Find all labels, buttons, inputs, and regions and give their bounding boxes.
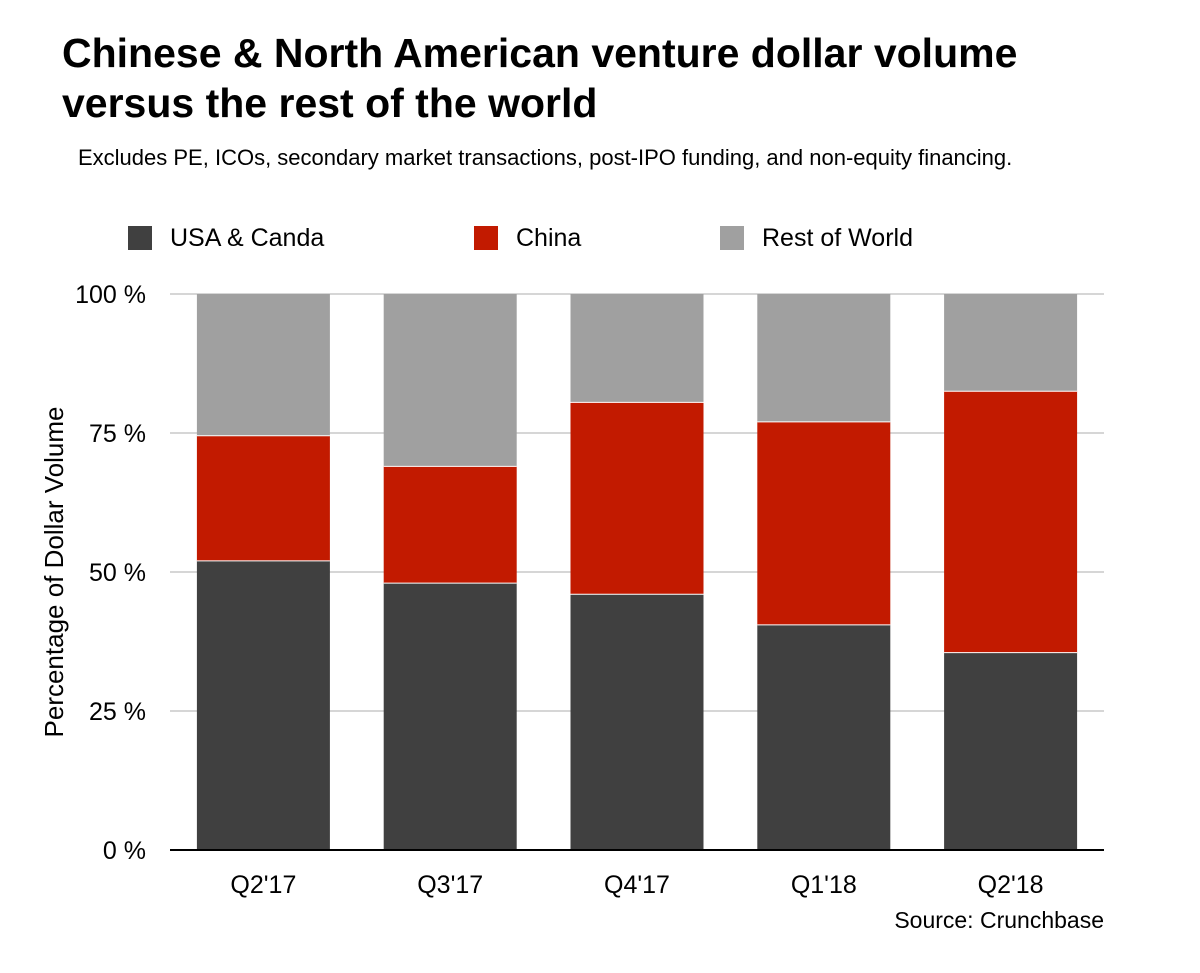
bar-segment-rest-of-world — [196, 294, 330, 436]
bar-segment-usa-canada — [944, 652, 1078, 850]
bar-segment-china — [196, 435, 330, 561]
source-note: Source: Crunchbase — [894, 907, 1104, 933]
y-tick-label: 75 % — [89, 420, 146, 448]
bar-segment-rest-of-world — [944, 294, 1078, 392]
legend-item-rest-of-world: Rest of World — [720, 224, 913, 252]
bar-segment-china — [944, 391, 1078, 653]
bar-segment-rest-of-world — [383, 294, 517, 467]
x-tick-label: Q4'17 — [604, 871, 670, 899]
chart-subtitle: Excludes PE, ICOs, secondary market tran… — [78, 145, 1013, 170]
x-tick-label: Q1'18 — [791, 871, 857, 899]
bar-segment-usa-canada — [570, 594, 704, 850]
x-tick-label: Q2'18 — [978, 871, 1044, 899]
legend-item-china: China — [474, 224, 581, 252]
legend-swatch-rest-of-world — [720, 226, 744, 250]
bars — [196, 294, 1078, 850]
legend-label-china: China — [516, 224, 582, 252]
y-axis-label: Percentage of Dollar Volume — [39, 407, 69, 738]
bar-segment-china — [570, 402, 704, 595]
bar-segment-rest-of-world — [757, 294, 891, 422]
bar-segment-usa-canada — [757, 624, 891, 850]
legend-swatch-china — [474, 226, 498, 250]
x-tick-label: Q3'17 — [417, 871, 483, 899]
legend-label-rest-of-world: Rest of World — [762, 224, 913, 252]
legend-swatch-usa-canada — [128, 226, 152, 250]
y-tick-label: 50 % — [89, 559, 146, 587]
axes: 0 % 25 % 50 % 75 % 100 % Q2'17 Q3'17 Q4'17 Q1'18… — [75, 281, 1104, 899]
chart-title: Chinese & North American venture dollar … — [62, 30, 1018, 126]
bar-segment-rest-of-world — [570, 294, 704, 403]
bar-segment-usa-canada — [383, 583, 517, 850]
legend-label-usa-canada: USA & Canda — [170, 224, 325, 252]
bar-segment-china — [383, 466, 517, 584]
y-tick-label: 0 % — [103, 837, 146, 865]
bar-segment-usa-canada — [196, 560, 330, 850]
bar-segment-china — [757, 421, 891, 625]
x-tick-label: Q2'17 — [230, 871, 296, 899]
y-tick-label: 100 % — [75, 281, 146, 309]
y-tick-label: 25 % — [89, 698, 146, 726]
legend-item-usa-canada: USA & Canda — [128, 224, 324, 252]
